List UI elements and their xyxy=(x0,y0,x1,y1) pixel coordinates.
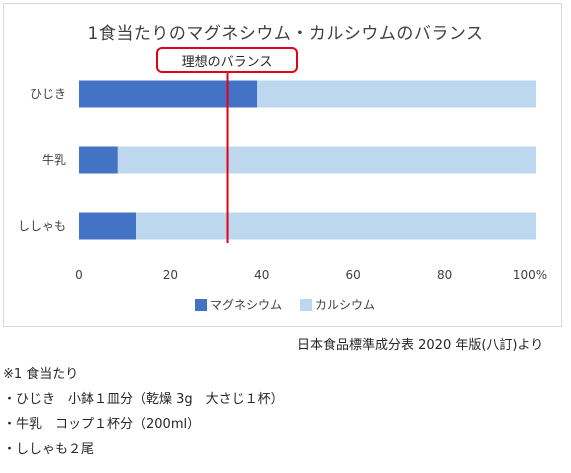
x-tick-label: 0 xyxy=(75,268,83,282)
category-label: 牛乳 xyxy=(42,152,66,167)
x-tick-label: 40 xyxy=(254,268,269,282)
note-line: ・牛乳 コップ１杯分（200ml） xyxy=(3,417,201,432)
x-tick-label: 60 xyxy=(346,268,361,282)
chart-title: 1食当たりのマグネシウム・カルシウムのバランス xyxy=(87,24,484,44)
category-label: ひじき xyxy=(30,87,66,101)
bar-calcium xyxy=(257,80,536,108)
serving-notes: ※1 食当たり ・ひじき 小鉢１皿分（乾燥 3g 大さじ１杯） ・牛乳 コップ１… xyxy=(3,362,284,462)
legend-label-magnesium: マグネシウム xyxy=(210,298,283,312)
bar-magnesium xyxy=(79,146,118,174)
bar-calcium xyxy=(117,146,536,174)
legend-swatch-calcium xyxy=(300,298,313,311)
note-line: ・ひじき 小鉢１皿分（乾燥 3g 大さじ１杯） xyxy=(3,392,284,407)
chart-legend: マグネシウム カルシウム xyxy=(195,296,393,313)
note-line: ※1 食当たり xyxy=(3,367,79,382)
bar-magnesium xyxy=(79,212,137,240)
x-tick-label: 80 xyxy=(437,268,452,282)
legend-swatch-magnesium xyxy=(195,298,207,311)
legend-item-magnesium: マグネシウム xyxy=(195,296,282,313)
x-tick-label: 20 xyxy=(163,268,178,282)
note-line: ・ししゃも２尾 xyxy=(3,442,95,457)
ideal-balance-callout: 理想のバランス xyxy=(156,47,298,73)
legend-label-calcium: カルシウム xyxy=(315,298,376,312)
x-tick-label: 100% xyxy=(513,268,547,282)
source-note: 日本食品標準成分表 2020 年版(八訂)より xyxy=(297,338,544,353)
category-label: ししゃも xyxy=(18,219,66,233)
bar-magnesium xyxy=(79,80,258,108)
bar-calcium xyxy=(136,212,536,240)
legend-item-calcium: カルシウム xyxy=(300,296,375,313)
